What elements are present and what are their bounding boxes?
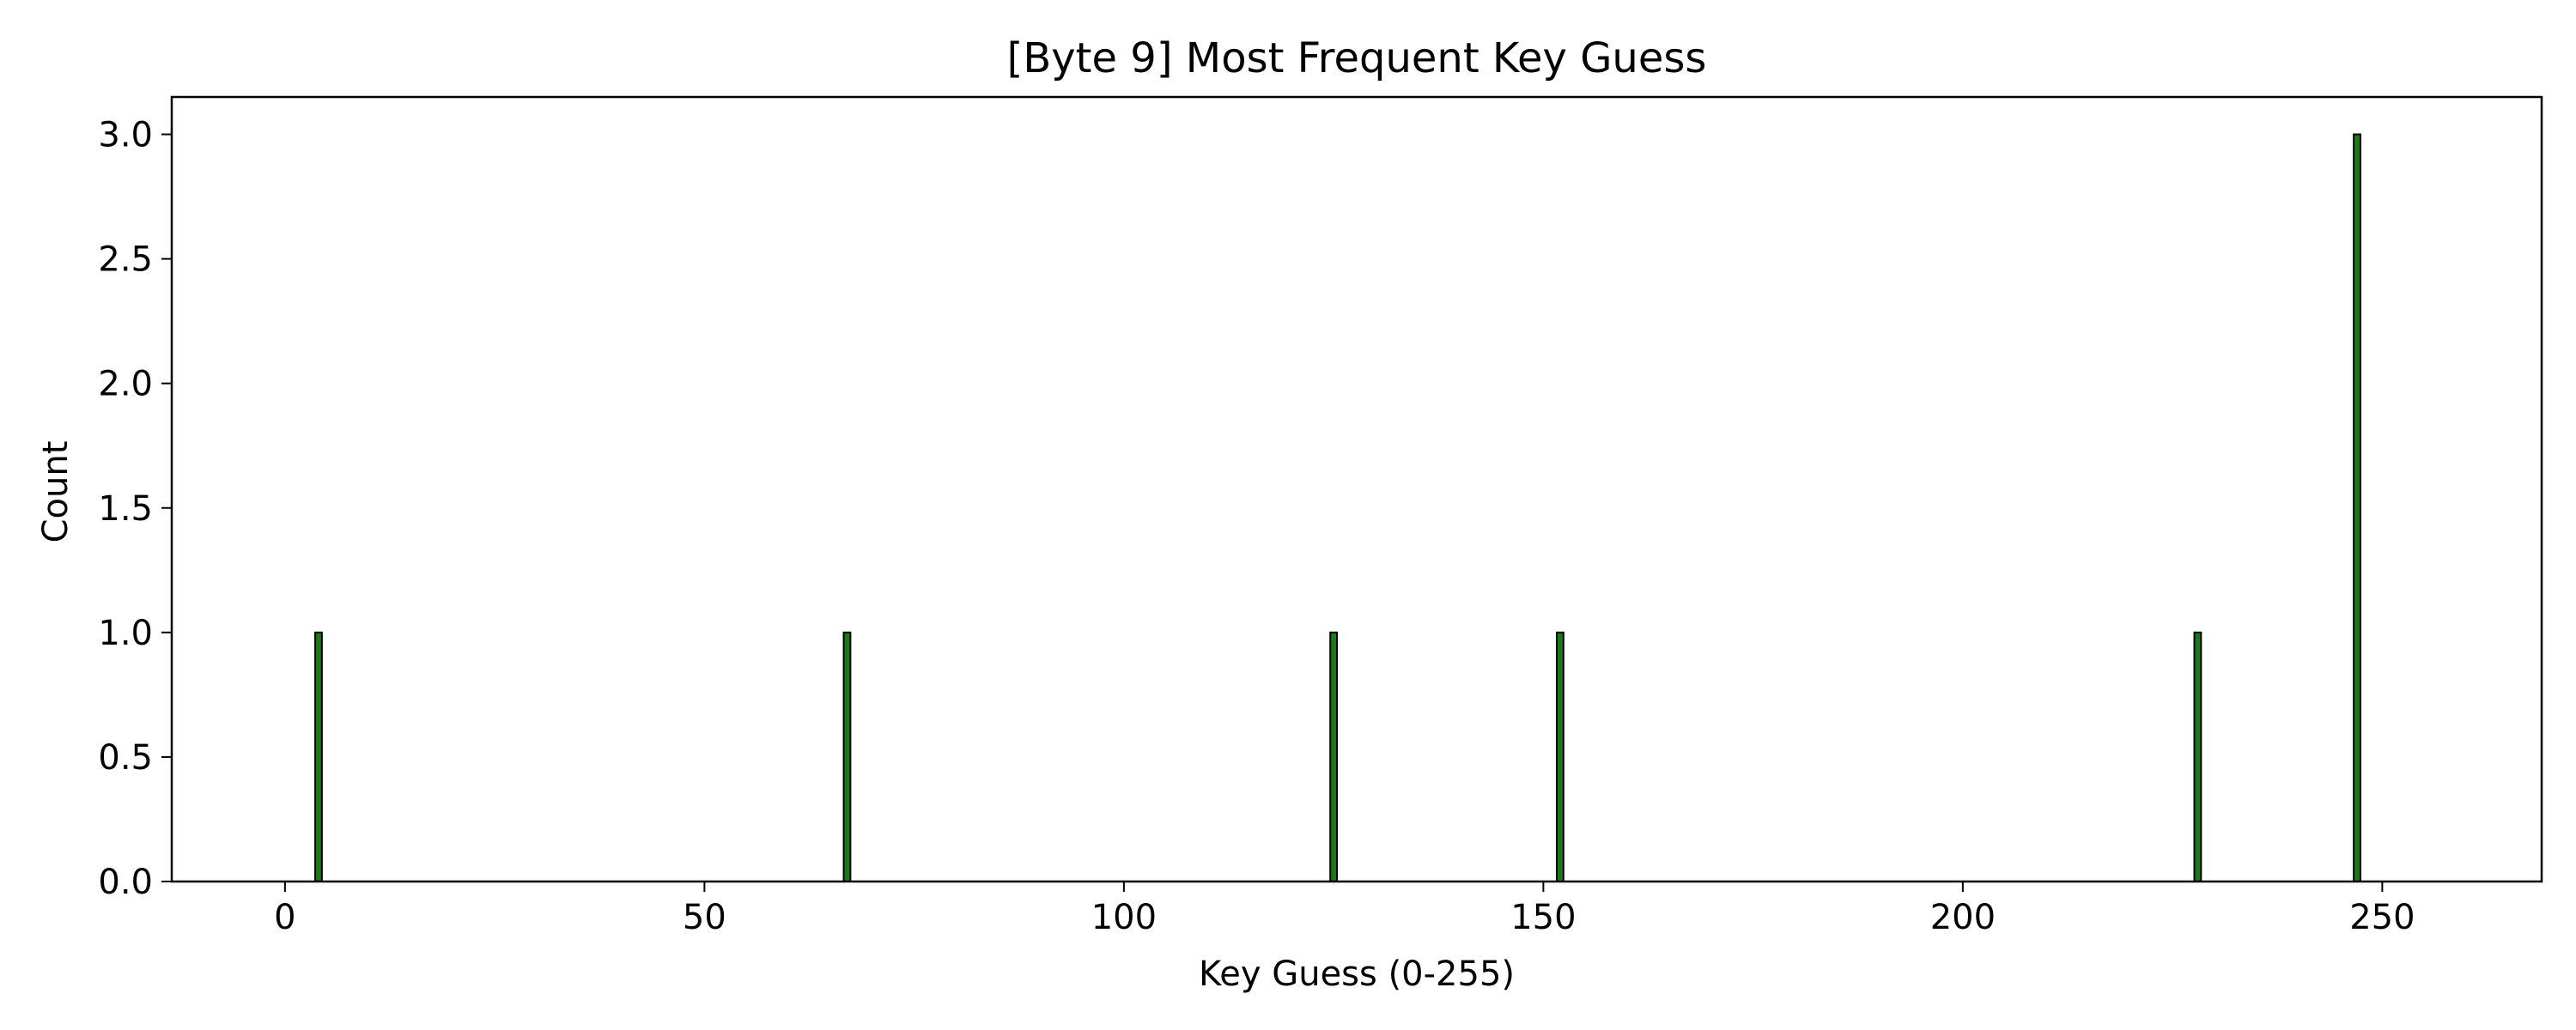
x-axis-label: Key Guess (0-255): [1199, 954, 1515, 994]
bar-key-125: [1329, 631, 1339, 882]
y-axis-label: Count: [36, 441, 76, 543]
x-tick-label: 100: [1091, 898, 1157, 937]
bar-key-67: [842, 631, 852, 882]
bar-key-247: [2353, 133, 2361, 882]
y-tick-label: 2.0: [98, 365, 153, 404]
x-tick-label: 0: [274, 898, 295, 937]
x-tick-label: 200: [1930, 898, 1996, 937]
x-tick-label: 250: [2349, 898, 2415, 937]
chart-title: [Byte 9] Most Frequent Key Guess: [1007, 34, 1707, 82]
bar-key-4: [314, 631, 323, 882]
x-axis: 0 50 100 150 200 250: [274, 882, 2415, 937]
plot-area: [170, 95, 2543, 883]
plot-background: [172, 97, 2542, 882]
plot-frame: [170, 95, 2543, 883]
y-axis: 0.0 0.5 1.0 1.5 2.0 2.5 3.0: [98, 116, 172, 902]
y-tick-label: 1.0: [98, 614, 153, 653]
y-tick-label: 0.0: [98, 863, 153, 902]
x-tick-label: 50: [683, 898, 726, 937]
x-tick-label: 150: [1510, 898, 1576, 937]
y-tick-label: 3.0: [98, 116, 153, 155]
bar-key-228: [2193, 631, 2202, 882]
y-tick-label: 2.5: [98, 240, 153, 280]
y-tick-label: 0.5: [98, 738, 153, 778]
bar-key-152: [1556, 631, 1564, 882]
y-tick-label: 1.5: [98, 489, 153, 529]
